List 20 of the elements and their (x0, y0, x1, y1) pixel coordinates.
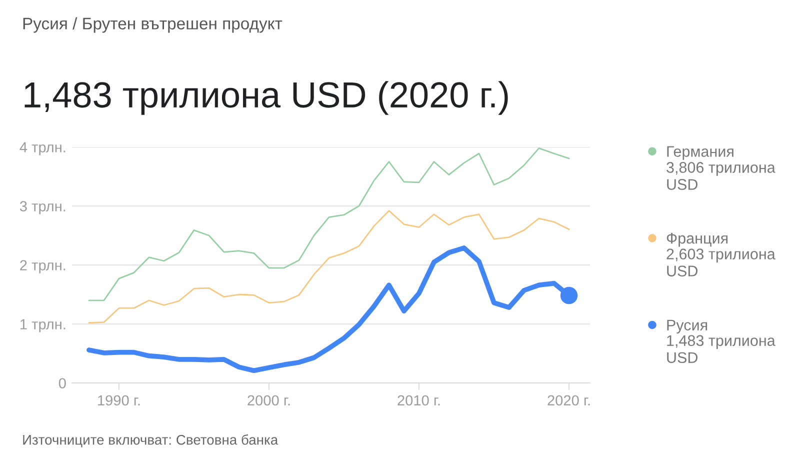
legend-label: Русия (667, 320, 708, 334)
y-tick-label: 2 трлн. (20, 260, 66, 274)
chart-subtitle: Русия / Брутен вътрешен продукт (23, 17, 282, 33)
x-tick-label: 2020 г. (548, 395, 590, 406)
text: Източниците включват: Световна банка (23, 434, 278, 448)
line-series (88, 147, 570, 302)
y-tick-label: 4 трлн. (20, 142, 66, 156)
x-tick-label: 2010 г. (398, 395, 440, 406)
line-series (88, 210, 570, 324)
legend-label: Германия (667, 146, 734, 160)
legend-label: Франция (666, 232, 728, 247)
chart-title: 1,483 трилиона USD (2020 г.) (24, 81, 508, 115)
text: 2,603 трилиона USD (666, 248, 776, 276)
y-tick-label: 1 трлн. (20, 319, 66, 332)
y-tick-label: 0 (58, 378, 66, 388)
text: 1,483 трилиона USD (667, 335, 776, 364)
x-tick-label: 1990 г. (98, 395, 140, 406)
text: 3,806 трилиона USD (666, 162, 776, 190)
x-tick-label: 2000 г. (248, 395, 290, 406)
y-tick-label: 3 трлн. (20, 201, 66, 214)
